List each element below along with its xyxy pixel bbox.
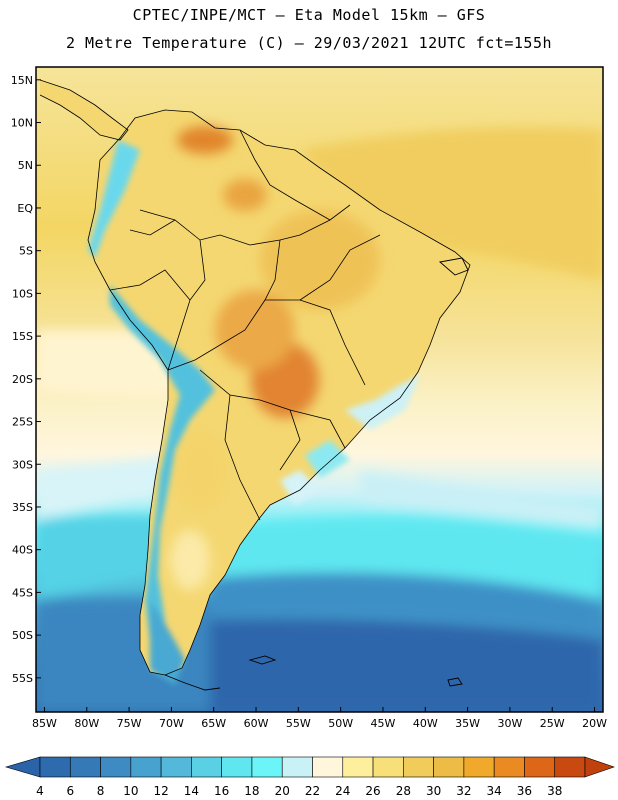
lon-tick-label: 75W [117, 717, 142, 730]
colorbar-swatch [493, 756, 525, 778]
colorbar-label: 4 [36, 784, 44, 798]
colorbar-label: 36 [517, 784, 532, 798]
colorbar-label: 16 [214, 784, 229, 798]
lat-tick-label: 25S [12, 416, 33, 429]
colorbar-label: 24 [335, 784, 350, 798]
colorbar-swatch [130, 756, 162, 778]
lat-tick-label: 10S [12, 287, 33, 300]
colorbar-swatch [372, 756, 404, 778]
colorbar-label: 26 [365, 784, 380, 798]
lat-tick-label: 20S [12, 373, 33, 386]
colorbar-label: 20 [275, 784, 290, 798]
lat-tick-label: 5S [19, 245, 33, 258]
map-field [36, 67, 603, 712]
colorbar-label: 8 [97, 784, 105, 798]
longitude-axis: 85W 80W 75W 70W 65W 60W 55W 50W 45W 40W 35W 30W 25W 2… [32, 707, 607, 730]
lon-tick-label: 25W [540, 717, 565, 730]
colorbar-swatch [221, 756, 253, 778]
lat-tick-label: EQ [17, 202, 33, 215]
lon-tick-label: 55W [286, 717, 311, 730]
lat-tick-label: 15S [12, 330, 33, 343]
lat-tick-label: 55S [12, 672, 33, 685]
lat-tick-label: 40S [12, 544, 33, 557]
lat-tick-label: 15N [11, 74, 33, 87]
map-title: CPTEC/INPE/MCT – Eta Model 15km – GFS [132, 6, 486, 24]
lat-tick-label: 5N [18, 159, 33, 172]
colorbar-swatch [100, 756, 132, 778]
colorbar-legend: 4 6 8 10 12 14 16 18 20 22 24 26 28 30 32 34 36 38 [4, 756, 615, 798]
lat-tick-label: 45S [12, 586, 33, 599]
colorbar-swatch [251, 756, 283, 778]
colorbar-swatch [39, 756, 71, 778]
lon-tick-label: 20W [582, 717, 607, 730]
lon-tick-label: 60W [244, 717, 269, 730]
lon-tick-label: 35W [455, 717, 480, 730]
coastline-islands [164, 257, 469, 691]
colorbar-label: 34 [487, 784, 502, 798]
colorbar-swatch [312, 756, 344, 778]
colorbar-label: 38 [547, 784, 562, 798]
lon-tick-label: 80W [74, 717, 99, 730]
lon-tick-label: 70W [159, 717, 184, 730]
lon-tick-label: 65W [201, 717, 226, 730]
colorbar-label: 28 [396, 784, 411, 798]
country-borders [39, 79, 471, 676]
lat-tick-label: 35S [12, 501, 33, 514]
lat-tick-label: 10N [11, 117, 33, 130]
lat-tick-label: 30S [12, 458, 33, 471]
map-frame [35, 66, 604, 713]
colorbar-swatch [554, 756, 586, 778]
colorbar-swatch [281, 756, 313, 778]
colorbar-label: 6 [66, 784, 74, 798]
central-america-land [40, 80, 128, 140]
colorbar-label: 32 [456, 784, 471, 798]
colorbar-swatch [463, 756, 495, 778]
colorbar-label: 12 [153, 784, 168, 798]
lon-tick-label: 45W [371, 717, 396, 730]
colorbar-swatch [160, 756, 192, 778]
colorbar-under-arrow [4, 756, 41, 778]
colorbar-label: 10 [123, 784, 138, 798]
lat-tick-label: 50S [12, 629, 33, 642]
colorbar-label: 14 [184, 784, 199, 798]
latitude-axis: 15N 10N 5N EQ 5S 10S 15S 20S 25S 30S 35S 40S 45S 50S 5… [11, 74, 41, 685]
andes-cold-band [88, 140, 420, 685]
lon-tick-label: 50W [328, 717, 353, 730]
land-warm-areas [170, 126, 380, 590]
colorbar-label: 22 [305, 784, 320, 798]
colorbar-swatch [342, 756, 374, 778]
colorbar-swatch [524, 756, 556, 778]
lon-tick-label: 85W [32, 717, 57, 730]
colorbar-label: 18 [244, 784, 259, 798]
colorbar-swatch [191, 756, 222, 778]
colorbar-swatch [403, 756, 434, 778]
colorbar-swatch [69, 756, 101, 778]
colorbar-label: 30 [426, 784, 441, 798]
colorbar-swatch [433, 756, 465, 778]
lon-tick-label: 30W [497, 717, 522, 730]
lon-tick-label: 40W [413, 717, 438, 730]
map-subtitle: 2 Metre Temperature (C) – 29/03/2021 12U… [65, 34, 553, 52]
colorbar-over-arrow [584, 756, 615, 778]
